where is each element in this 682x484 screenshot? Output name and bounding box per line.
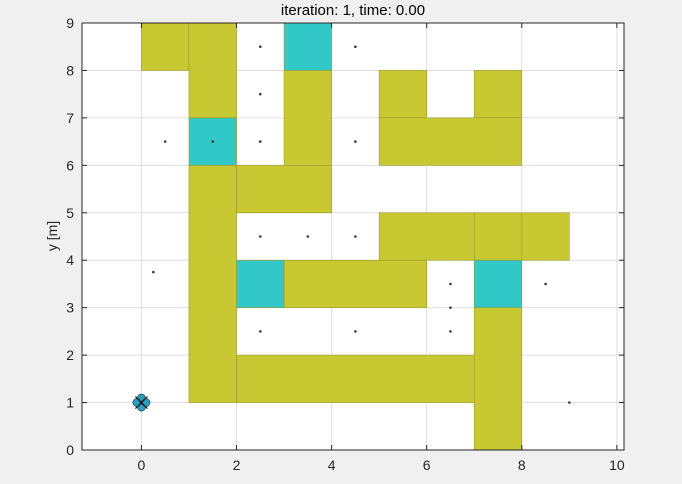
x-tick-label: 6	[423, 457, 431, 473]
obstacle-cell	[378, 212, 475, 261]
y-tick-label: 1	[66, 395, 74, 411]
plot-box	[81, 22, 625, 451]
robot-rotor	[141, 398, 151, 407]
waypoint-dot	[449, 282, 452, 286]
goal-cell	[236, 259, 285, 308]
chart-title: iteration: 1, time: 0.00	[281, 2, 425, 19]
y-tick-label: 2	[66, 347, 74, 363]
obstacle-cell	[378, 70, 427, 119]
y-tick-label: 0	[66, 442, 74, 458]
y-tick-label: 3	[66, 300, 74, 316]
waypoints	[152, 45, 571, 404]
waypoint-dot	[163, 140, 167, 143]
goal-cell	[188, 117, 237, 166]
obstacle-cell	[283, 70, 332, 166]
obstacle-cell	[473, 70, 523, 119]
x-tick-label: 10	[609, 457, 625, 473]
obstacle-cell	[521, 212, 570, 261]
robot-rotor	[132, 398, 142, 407]
y-tick-label: 8	[66, 62, 74, 78]
obstacle-cell	[188, 165, 237, 403]
obstacle-cell	[141, 22, 190, 71]
goal-cell	[473, 259, 523, 308]
waypoint-dot	[258, 92, 262, 96]
waypoint-dot	[544, 282, 547, 286]
waypoint-dot	[258, 235, 262, 238]
robot-marker	[132, 393, 151, 412]
obstacle-cell	[473, 212, 523, 261]
waypoint-dot	[258, 45, 262, 49]
goal-cell	[283, 22, 332, 71]
robot-center	[139, 401, 143, 405]
waypoint-dot	[449, 306, 452, 309]
obstacle-cell	[236, 354, 475, 403]
waypoint-dot	[258, 330, 262, 333]
axis-ticks: 0 2 4 6 8 10 0 1 2 3 4 5 6 7 8 9	[66, 15, 625, 473]
obstacle-cell	[188, 22, 237, 119]
y-tick-label: 4	[66, 252, 74, 268]
x-tick-label: 4	[328, 457, 336, 473]
obstacle-cell	[473, 307, 523, 451]
waypoint-dot	[211, 140, 215, 143]
obstacle-cell	[283, 259, 427, 308]
obstacle-cell	[236, 165, 332, 214]
x-tick-label: 2	[233, 457, 241, 473]
y-axis-label: y [m]	[44, 221, 60, 251]
y-tick-label: 6	[66, 157, 74, 173]
waypoint-dot	[152, 270, 155, 274]
waypoint-dot	[354, 235, 357, 238]
waypoint-dot	[354, 140, 357, 143]
x-tick-label: 0	[138, 457, 146, 473]
y-tick-label: 5	[66, 205, 74, 221]
waypoint-dot	[306, 235, 310, 238]
obstacles	[141, 22, 570, 451]
waypoint-dot	[354, 330, 357, 333]
waypoint-dot	[568, 401, 571, 404]
waypoint-dot	[449, 330, 452, 333]
x-tick-label: 8	[518, 457, 526, 473]
waypoint-dot	[258, 140, 262, 143]
waypoint-dot	[354, 45, 357, 49]
y-tick-label: 7	[66, 110, 74, 126]
y-tick-label: 9	[66, 15, 74, 31]
obstacle-cell	[378, 117, 523, 166]
